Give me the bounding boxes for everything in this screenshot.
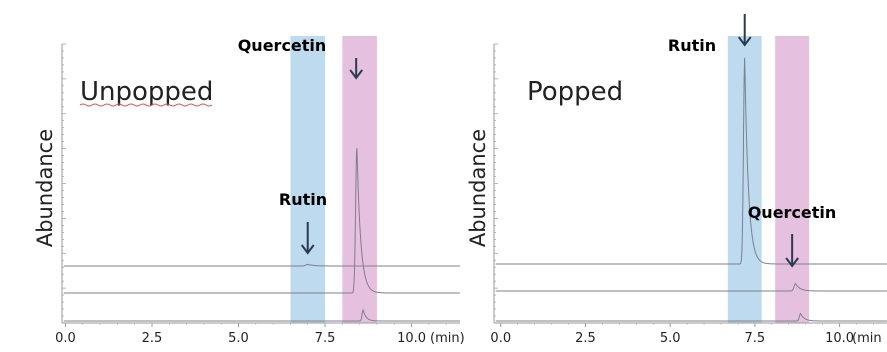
chart-panel-2: 0.0 2.5 5.0 7.5 10.0(min Popped Abundance Rutin…: [466, 14, 887, 346]
band-rutin: [290, 36, 326, 323]
x-tick-label: 2.5: [142, 331, 163, 346]
trace-1: [63, 263, 460, 267]
x-unit-label: (min: [852, 331, 882, 346]
x-tick-label: 0.0: [490, 331, 511, 346]
trace-1: [495, 57, 887, 265]
trace-2: [63, 147, 460, 294]
x-tick-label: 10.0: [397, 331, 426, 346]
arrow-rutin-icon: [300, 222, 315, 255]
y-axis-label: Abundance: [33, 129, 57, 247]
y-axis-label: Abundance: [466, 129, 490, 247]
x-tick-label: 7.5: [745, 331, 766, 346]
x-tick-label: 5.0: [228, 331, 249, 346]
arrow-quercetin-icon: [785, 234, 799, 268]
annotation-rutin: Rutin: [668, 36, 716, 55]
trace-3: [495, 312, 887, 322]
x-tick-label: 10.0: [825, 331, 854, 346]
annotation-quercetin: Quercetin: [748, 203, 837, 222]
spellcheck-underline: [79, 103, 213, 107]
x-tick-label: 5.0: [660, 331, 681, 346]
chart-panel-1: 0.0 2.5 5.0 7.5 10.0 (min) Unpopped Abundance Qu…: [33, 36, 465, 346]
band-quercetin: [775, 36, 810, 323]
x-tick-label: 7.5: [315, 331, 336, 346]
trace-2: [495, 283, 887, 292]
x-unit-label: (min): [430, 331, 465, 346]
panel-title: Popped: [527, 77, 623, 107]
band-quercetin: [342, 36, 377, 323]
band-rutin: [727, 36, 762, 323]
annotation-quercetin: Quercetin: [238, 36, 327, 55]
x-tick-label: 0.0: [55, 331, 76, 346]
annotation-rutin: Rutin: [279, 190, 327, 209]
panel-title: Unpopped: [80, 77, 213, 107]
trace-3: [63, 308, 460, 322]
arrow-rutin-icon: [737, 14, 752, 47]
x-tick-label: 2.5: [575, 331, 596, 346]
arrow-quercetin-icon: [349, 58, 363, 80]
